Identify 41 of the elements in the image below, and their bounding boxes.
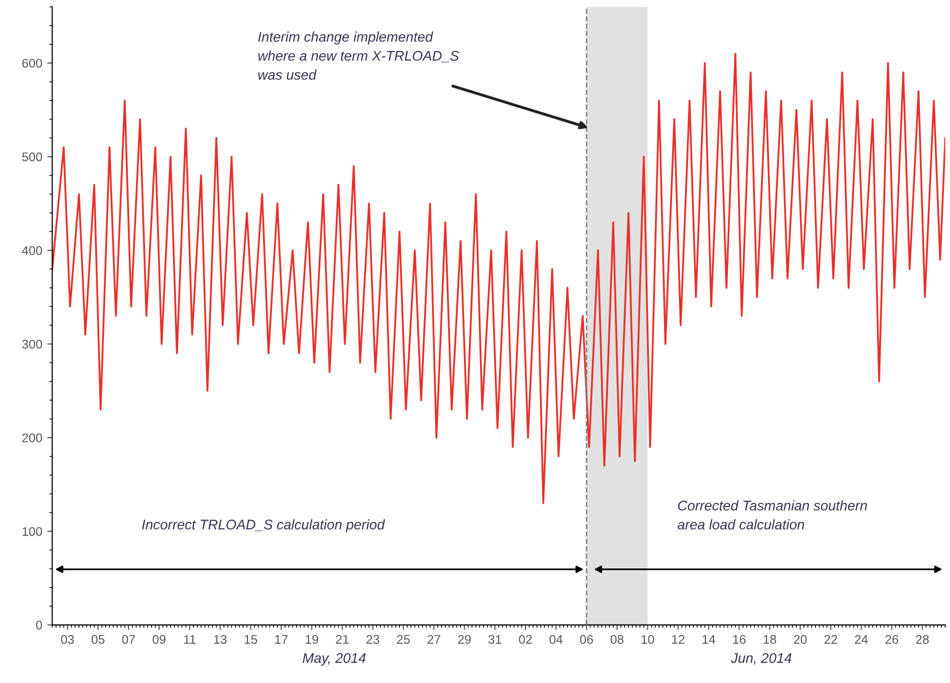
x-tick-label: 20: [794, 634, 807, 644]
x-tick-label: 23: [366, 634, 380, 644]
x-tick-label: 25: [397, 634, 410, 644]
x-tick-label: 19: [306, 634, 318, 644]
annotation: Corrected Tasmanian southern area load calculation: [678, 500, 867, 530]
x-tick-label: 10: [642, 634, 654, 644]
x-tick-label: 24: [854, 634, 868, 644]
x-tick-label: 03: [61, 634, 74, 644]
x-tick-label: 02: [519, 634, 532, 644]
x-tick-label: 21: [336, 634, 349, 644]
x-tick-label: 16: [733, 634, 746, 644]
x-tick-label: 27: [428, 634, 440, 644]
annotation: Incorrect TRLOAD_S calculation period: [142, 519, 386, 532]
x-tick-label: 11: [184, 635, 196, 644]
y-tick-label: 300: [22, 340, 42, 349]
x-tick-label: 28: [916, 634, 929, 644]
x-tick-label: 17: [275, 635, 288, 644]
x-tick-label: 12: [672, 634, 684, 644]
x-tick-label: 29: [458, 634, 471, 644]
y-tick-label: 200: [22, 433, 42, 442]
y-tick-label: 0: [36, 620, 42, 630]
x-tick-label: 09: [152, 634, 166, 644]
x-tick-label: 15: [244, 635, 258, 644]
y-tick-label: 400: [22, 246, 42, 255]
x-tick-label: 08: [610, 634, 624, 644]
x-tick-label: 14: [702, 635, 716, 644]
y-tick-label: 100: [22, 527, 42, 536]
text: Jun, 2014: [730, 653, 792, 665]
x-tick-label: 13: [214, 634, 227, 644]
x-tick-label: 05: [92, 634, 104, 644]
x-tick-label: 26: [886, 634, 898, 644]
x-tick-label: 31: [488, 634, 502, 644]
x-tick-label: 18: [764, 634, 776, 644]
y-tick-label: 600: [22, 58, 42, 68]
x-tick-label: 04: [550, 634, 563, 644]
x-tick-label: 22: [824, 634, 838, 644]
text: May, 2014: [302, 653, 366, 666]
x-tick-label: 07: [122, 634, 135, 644]
annotation: Interim change implemented where a new term X-TRLOAD_S was used: [258, 32, 459, 80]
x-tick-label: 06: [580, 634, 593, 644]
y-tick-label: 500: [22, 152, 42, 162]
